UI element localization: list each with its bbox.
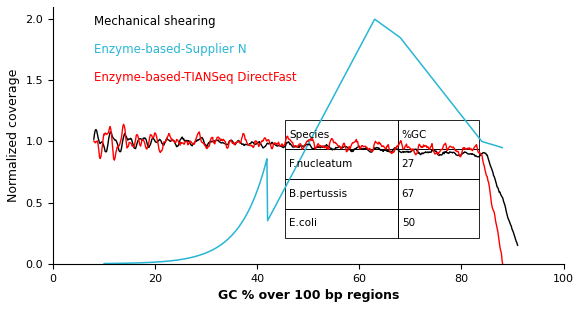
Bar (285, 209, 397, 238)
Bar (397, 150, 479, 179)
Bar (397, 179, 479, 209)
Bar (397, 209, 479, 238)
Bar (285, 150, 397, 179)
Text: B.pertussis: B.pertussis (289, 189, 347, 199)
Text: F.nucleatum: F.nucleatum (289, 159, 353, 169)
Bar (285, 179, 397, 209)
Text: Mechanical shearing: Mechanical shearing (94, 15, 216, 28)
Bar (397, 120, 479, 150)
Text: E.coli: E.coli (289, 218, 317, 228)
Text: 50: 50 (401, 218, 415, 228)
Text: Enzyme-based-TIANSeq DirectFast: Enzyme-based-TIANSeq DirectFast (94, 71, 296, 84)
Text: %GC: %GC (401, 130, 427, 140)
Y-axis label: Normalized coverage: Normalized coverage (7, 69, 20, 202)
X-axis label: GC % over 100 bp regions: GC % over 100 bp regions (217, 289, 399, 302)
Text: 27: 27 (401, 159, 415, 169)
Text: 67: 67 (401, 189, 415, 199)
Text: Enzyme-based-Supplier N: Enzyme-based-Supplier N (94, 43, 246, 56)
Bar (285, 120, 397, 150)
Text: Species: Species (289, 130, 329, 140)
